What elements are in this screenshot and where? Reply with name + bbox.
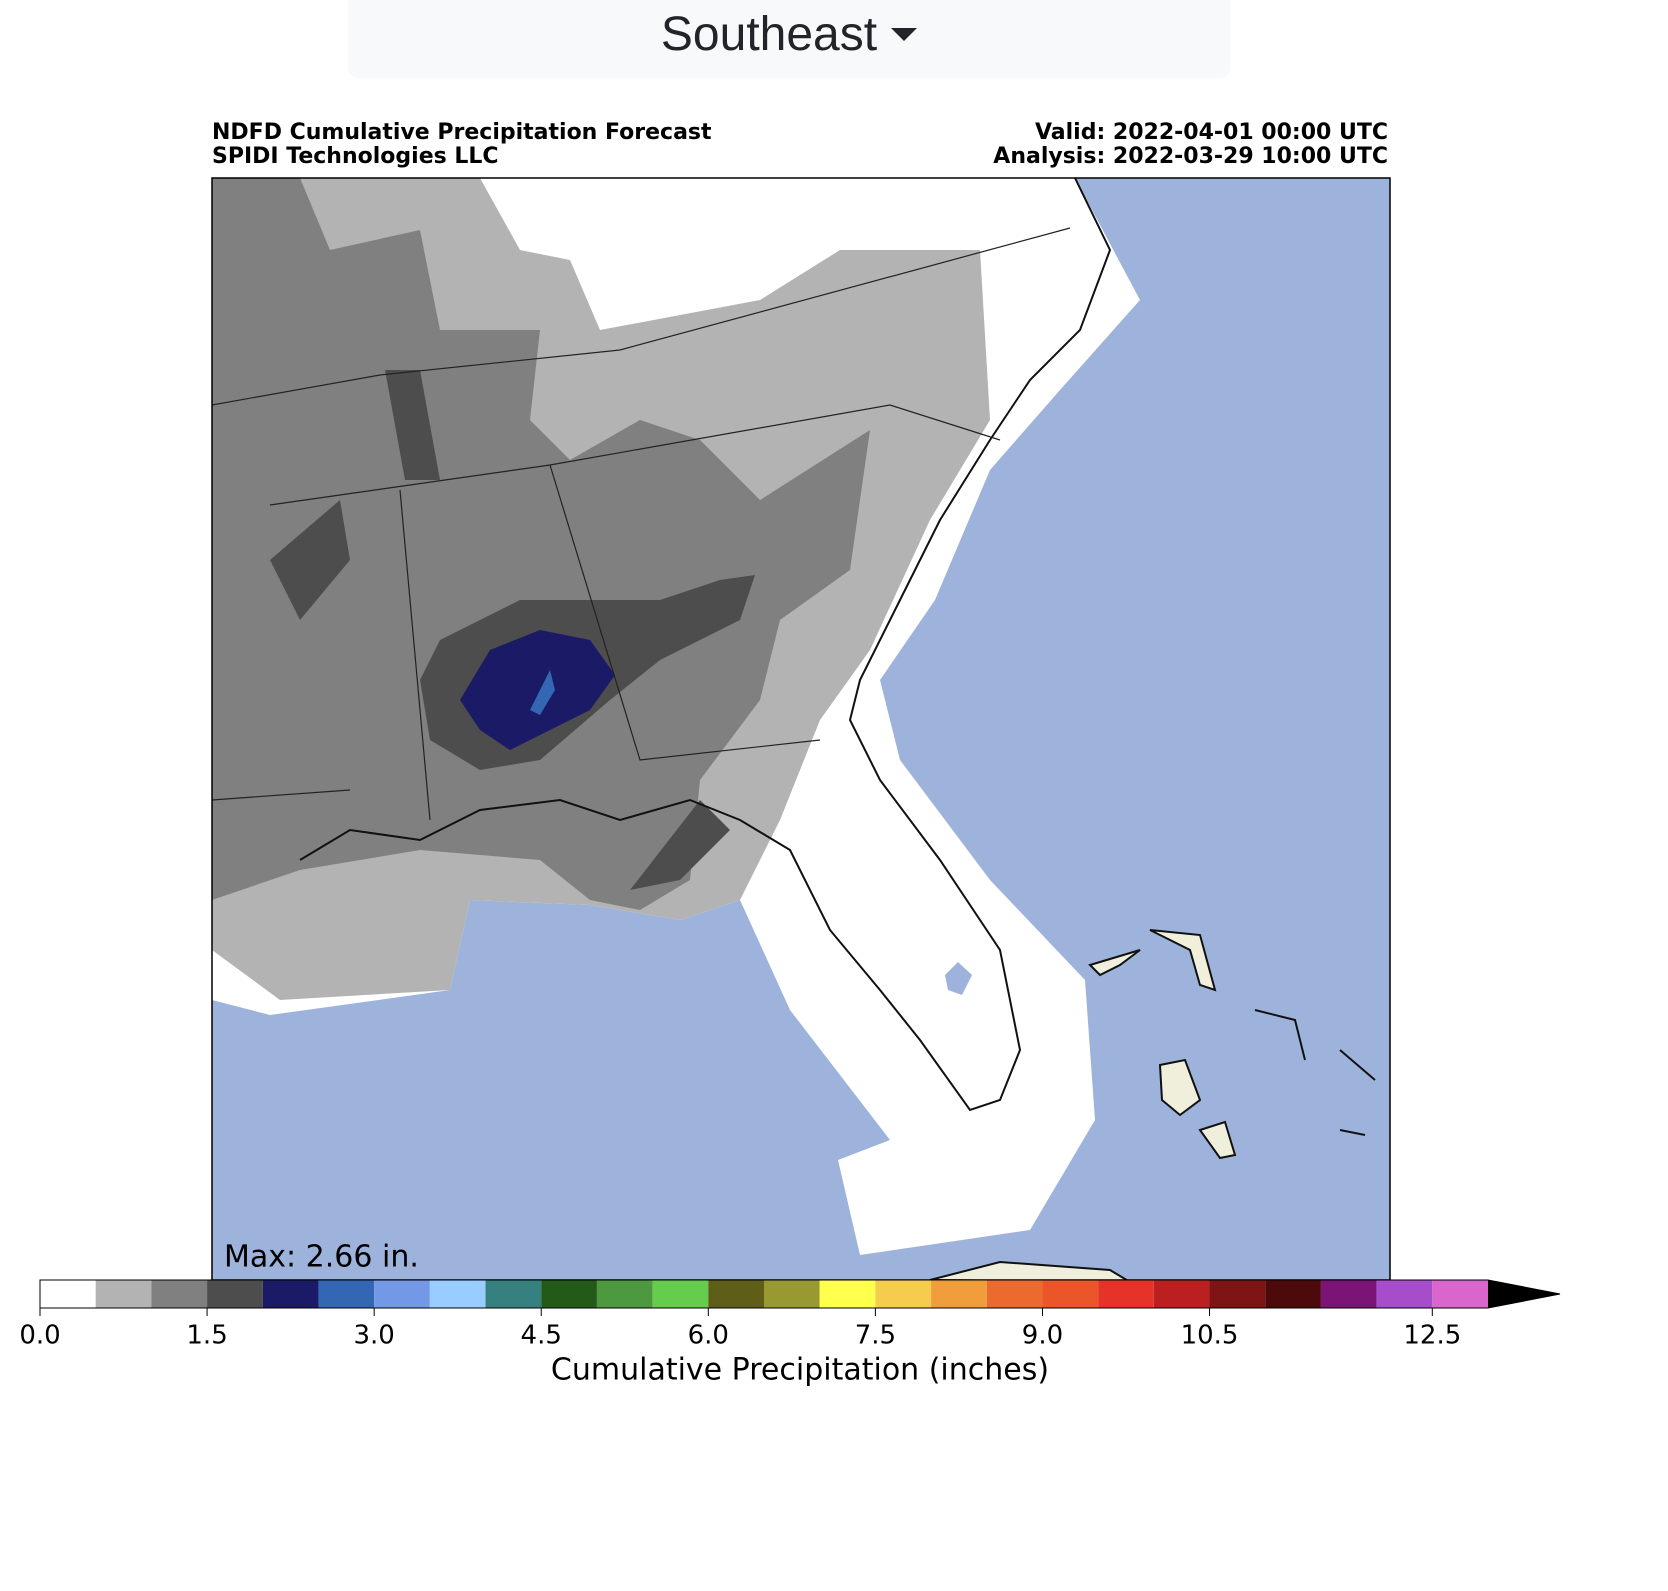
- tick-label: 7.5: [855, 1321, 896, 1351]
- color-bin: [1209, 1280, 1266, 1308]
- dropdown-label[interactable]: Southeast: [660, 7, 878, 61]
- tick-label: 12.5: [1403, 1321, 1461, 1351]
- region-dropdown[interactable]: Southeast: [348, 0, 1230, 78]
- caret[interactable]: [891, 27, 918, 41]
- analysis-time: Analysis: 2022-03-29 10:00 UTC: [993, 144, 1388, 169]
- color-bin: [875, 1280, 932, 1308]
- max-annotation: Max: 2.66 in.: [224, 1240, 419, 1275]
- color-bin: [819, 1280, 876, 1308]
- map: [212, 178, 1390, 1280]
- color-bin: [1265, 1280, 1321, 1308]
- color-bin: [541, 1280, 597, 1308]
- colorbar-outline: [39, 1279, 1561, 1309]
- color-bin: [1042, 1280, 1099, 1308]
- color-bin: [40, 1280, 96, 1308]
- extend-arrow: [1488, 1280, 1560, 1308]
- tick-label: 9.0: [1022, 1321, 1063, 1351]
- color-bin: [1432, 1280, 1488, 1308]
- color-bin: [931, 1280, 987, 1308]
- color-bin: [1320, 1280, 1377, 1308]
- color-bin: [95, 1280, 152, 1308]
- color-bin: [485, 1280, 542, 1308]
- colorbar: 0.0 1.5 3.0 4.5 6.0 7.5 9.0 10.5 12.5: [19, 1279, 1561, 1351]
- color-bin: [708, 1280, 764, 1308]
- map-title: NDFD Cumulative Precipitation Forecast: [212, 120, 712, 145]
- color-bin: [596, 1280, 653, 1308]
- valid-time: Valid: 2022-04-01 00:00 UTC: [1035, 120, 1388, 145]
- color-bin: [318, 1280, 375, 1308]
- color-bin: [1153, 1280, 1210, 1308]
- tick-label: 6.0: [688, 1321, 729, 1351]
- color-bin: [374, 1280, 430, 1308]
- color-bin: [207, 1280, 263, 1308]
- color-bin: [151, 1280, 208, 1308]
- color-bin: [1098, 1280, 1154, 1308]
- color-bin: [429, 1280, 486, 1308]
- color-bin: [652, 1280, 709, 1308]
- tick-label: 4.5: [521, 1321, 562, 1351]
- color-bin: [764, 1280, 820, 1308]
- map-subtitle: SPIDI Technologies LLC: [212, 144, 499, 169]
- color-bin: [1376, 1280, 1433, 1308]
- color-bin: [262, 1280, 319, 1308]
- colorbar-label: Cumulative Precipitation (inches): [551, 1353, 1049, 1388]
- tick-label: 3.0: [353, 1321, 394, 1351]
- color-bin: [986, 1280, 1043, 1308]
- tick-label: 0.0: [19, 1321, 60, 1351]
- tick-label: 10.5: [1181, 1321, 1239, 1351]
- tick-label: 1.5: [186, 1321, 227, 1351]
